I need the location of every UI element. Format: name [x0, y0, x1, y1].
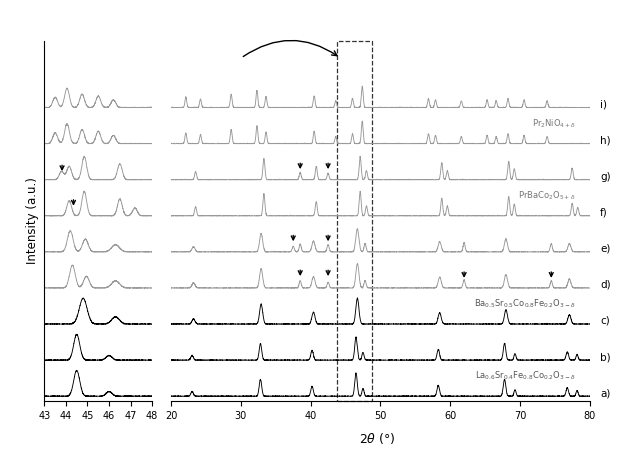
Text: c): c)	[600, 316, 610, 326]
Text: La$_{0.6}$Sr$_{0.4}$Fe$_{0.8}$Co$_{0.2}$O$_{3-\delta}$: La$_{0.6}$Sr$_{0.4}$Fe$_{0.8}$Co$_{0.2}$…	[475, 369, 576, 382]
Text: b): b)	[600, 352, 611, 362]
Text: Ba$_{0.5}$Sr$_{0.5}$Co$_{0.8}$Fe$_{0.2}$O$_{3-\delta}$: Ba$_{0.5}$Sr$_{0.5}$Co$_{0.8}$Fe$_{0.2}$…	[474, 297, 576, 310]
Text: PrBaCo$_2$O$_{5+\delta}$: PrBaCo$_2$O$_{5+\delta}$	[519, 189, 576, 202]
Bar	[337, 41, 372, 401]
Text: f): f)	[600, 208, 608, 218]
Text: i): i)	[600, 100, 607, 110]
Text: e): e)	[600, 244, 611, 254]
Text: g): g)	[600, 172, 611, 182]
Y-axis label: Intensity (a.u.): Intensity (a.u.)	[26, 178, 39, 264]
Text: d): d)	[600, 280, 611, 290]
Text: 2$\theta$ (°): 2$\theta$ (°)	[359, 432, 396, 446]
Text: a): a)	[600, 388, 611, 398]
Text: h): h)	[600, 136, 611, 146]
Text: Pr$_2$NiO$_{4+\delta}$: Pr$_2$NiO$_{4+\delta}$	[531, 117, 576, 129]
